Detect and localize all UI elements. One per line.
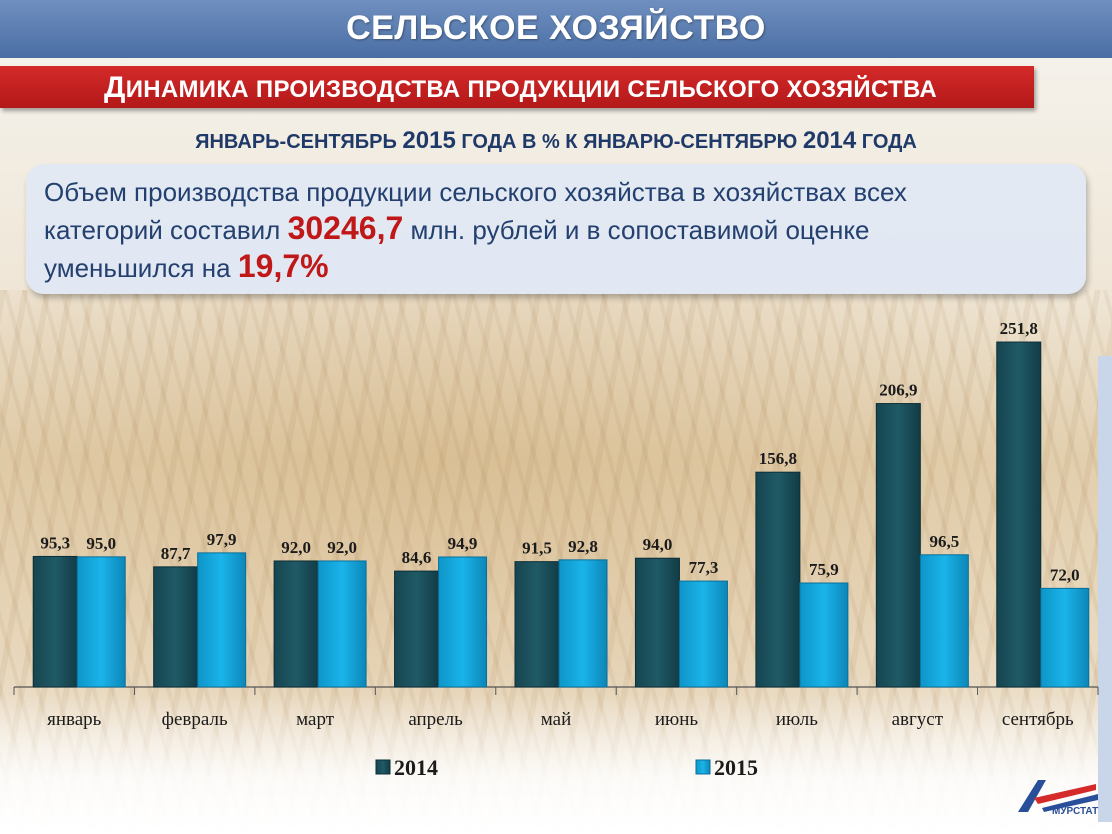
right-edge-strip [1098, 356, 1112, 822]
bar-2015 [558, 559, 608, 688]
data-label-2015: 72,0 [1050, 565, 1080, 584]
data-label-2014: 95,3 [40, 533, 70, 552]
info-part-3: уменьшился на [44, 253, 238, 283]
data-label-2015: 75,9 [809, 560, 839, 579]
data-label-2014: 91,5 [522, 539, 552, 558]
data-label-2015: 94,9 [448, 534, 478, 553]
legend-label-2014: 2014 [394, 755, 438, 780]
info-decrease: 19,7% [237, 248, 329, 284]
category-label: январь [47, 709, 102, 730]
legend-swatch-2014 [375, 759, 391, 775]
data-label-2014: 87,7 [161, 544, 191, 563]
logo-red-swoosh [1034, 784, 1096, 804]
info-box [26, 164, 1086, 294]
bar-2014 [32, 555, 78, 688]
period-label: ЯНВАРЬ-СЕНТЯБРЬ 2015 ГОДА В % К ЯНВАРЮ-С… [195, 127, 917, 154]
info-line-3: уменьшился на 19,7% [44, 248, 1064, 286]
bar-2014 [634, 557, 680, 688]
bar-2015 [76, 556, 126, 688]
category-label: март [296, 709, 335, 730]
data-label-2014: 251,8 [1000, 319, 1038, 338]
section-title: ДИНАМИКА ПРОИЗВОДСТВА ПРОДУКЦИИ СЕЛЬСКОГ… [104, 66, 937, 108]
section-title-rest: ИНАМИКА ПРОИЗВОДСТВА ПРОДУКЦИИ СЕЛЬСКОГО… [125, 76, 938, 103]
category-label: июль [776, 709, 818, 730]
data-label-2015: 92,0 [327, 538, 357, 557]
header-bar [0, 0, 1112, 58]
bar-2015 [919, 554, 969, 688]
murstat-logo: МУРСТАТ [1018, 780, 1098, 816]
data-label-2015: 95,0 [86, 534, 116, 553]
logo-text: МУРСТАТ [1052, 806, 1098, 816]
bar-2015 [317, 560, 367, 688]
info-part-2: млн. рублей и в сопоставимой оценке [403, 215, 870, 245]
bar-2014 [514, 561, 560, 688]
data-label-2014: 92,0 [281, 538, 311, 557]
bar-2014 [273, 560, 319, 688]
legend-swatch-2015 [695, 759, 711, 775]
data-label-2015: 96,5 [929, 532, 959, 551]
data-label-2014: 156,8 [759, 449, 797, 468]
category-label: февраль [162, 709, 228, 730]
data-label-2015: 77,3 [689, 558, 719, 577]
data-label-2014: 94,0 [643, 535, 673, 554]
data-label-2015: 97,9 [207, 530, 237, 549]
section-title-bar [0, 66, 1034, 108]
background-fade [0, 694, 1112, 834]
info-volume: 30246,7 [287, 210, 404, 246]
bar-2014 [755, 471, 801, 688]
data-label-2014: 84,6 [402, 548, 432, 567]
section-title-initial: Д [104, 71, 126, 104]
bar-2014 [875, 403, 921, 688]
bar-2015 [678, 580, 728, 688]
data-label-2015: 92,8 [568, 537, 598, 556]
logo-blue-swoosh [1042, 794, 1098, 812]
info-part-1: категорий составил [44, 215, 288, 245]
bar-2014 [153, 566, 199, 688]
bar-2014 [996, 341, 1042, 688]
category-label: май [541, 709, 572, 730]
category-label: сентябрь [1002, 709, 1074, 730]
bar-2014 [394, 570, 440, 688]
category-label: август [892, 709, 944, 730]
category-label: апрель [408, 709, 463, 730]
bar-2015 [438, 556, 488, 688]
legend-label-2015: 2015 [714, 755, 758, 780]
data-label-2014: 206,9 [879, 381, 917, 400]
category-label: июнь [655, 709, 699, 730]
bar-2015 [799, 582, 849, 688]
logo-left-stroke [1018, 780, 1046, 812]
bar-2015 [197, 552, 247, 688]
info-line-2: категорий составил 30246,7 млн. рублей и… [44, 210, 1064, 248]
page-title: СЕЛЬСКОЕ ХОЗЯЙСТВО [346, 9, 766, 47]
bar-2015 [1040, 587, 1090, 688]
info-text: Объем производства продукции сельского х… [44, 174, 1064, 286]
info-line-1: Объем производства продукции сельского х… [44, 177, 907, 207]
